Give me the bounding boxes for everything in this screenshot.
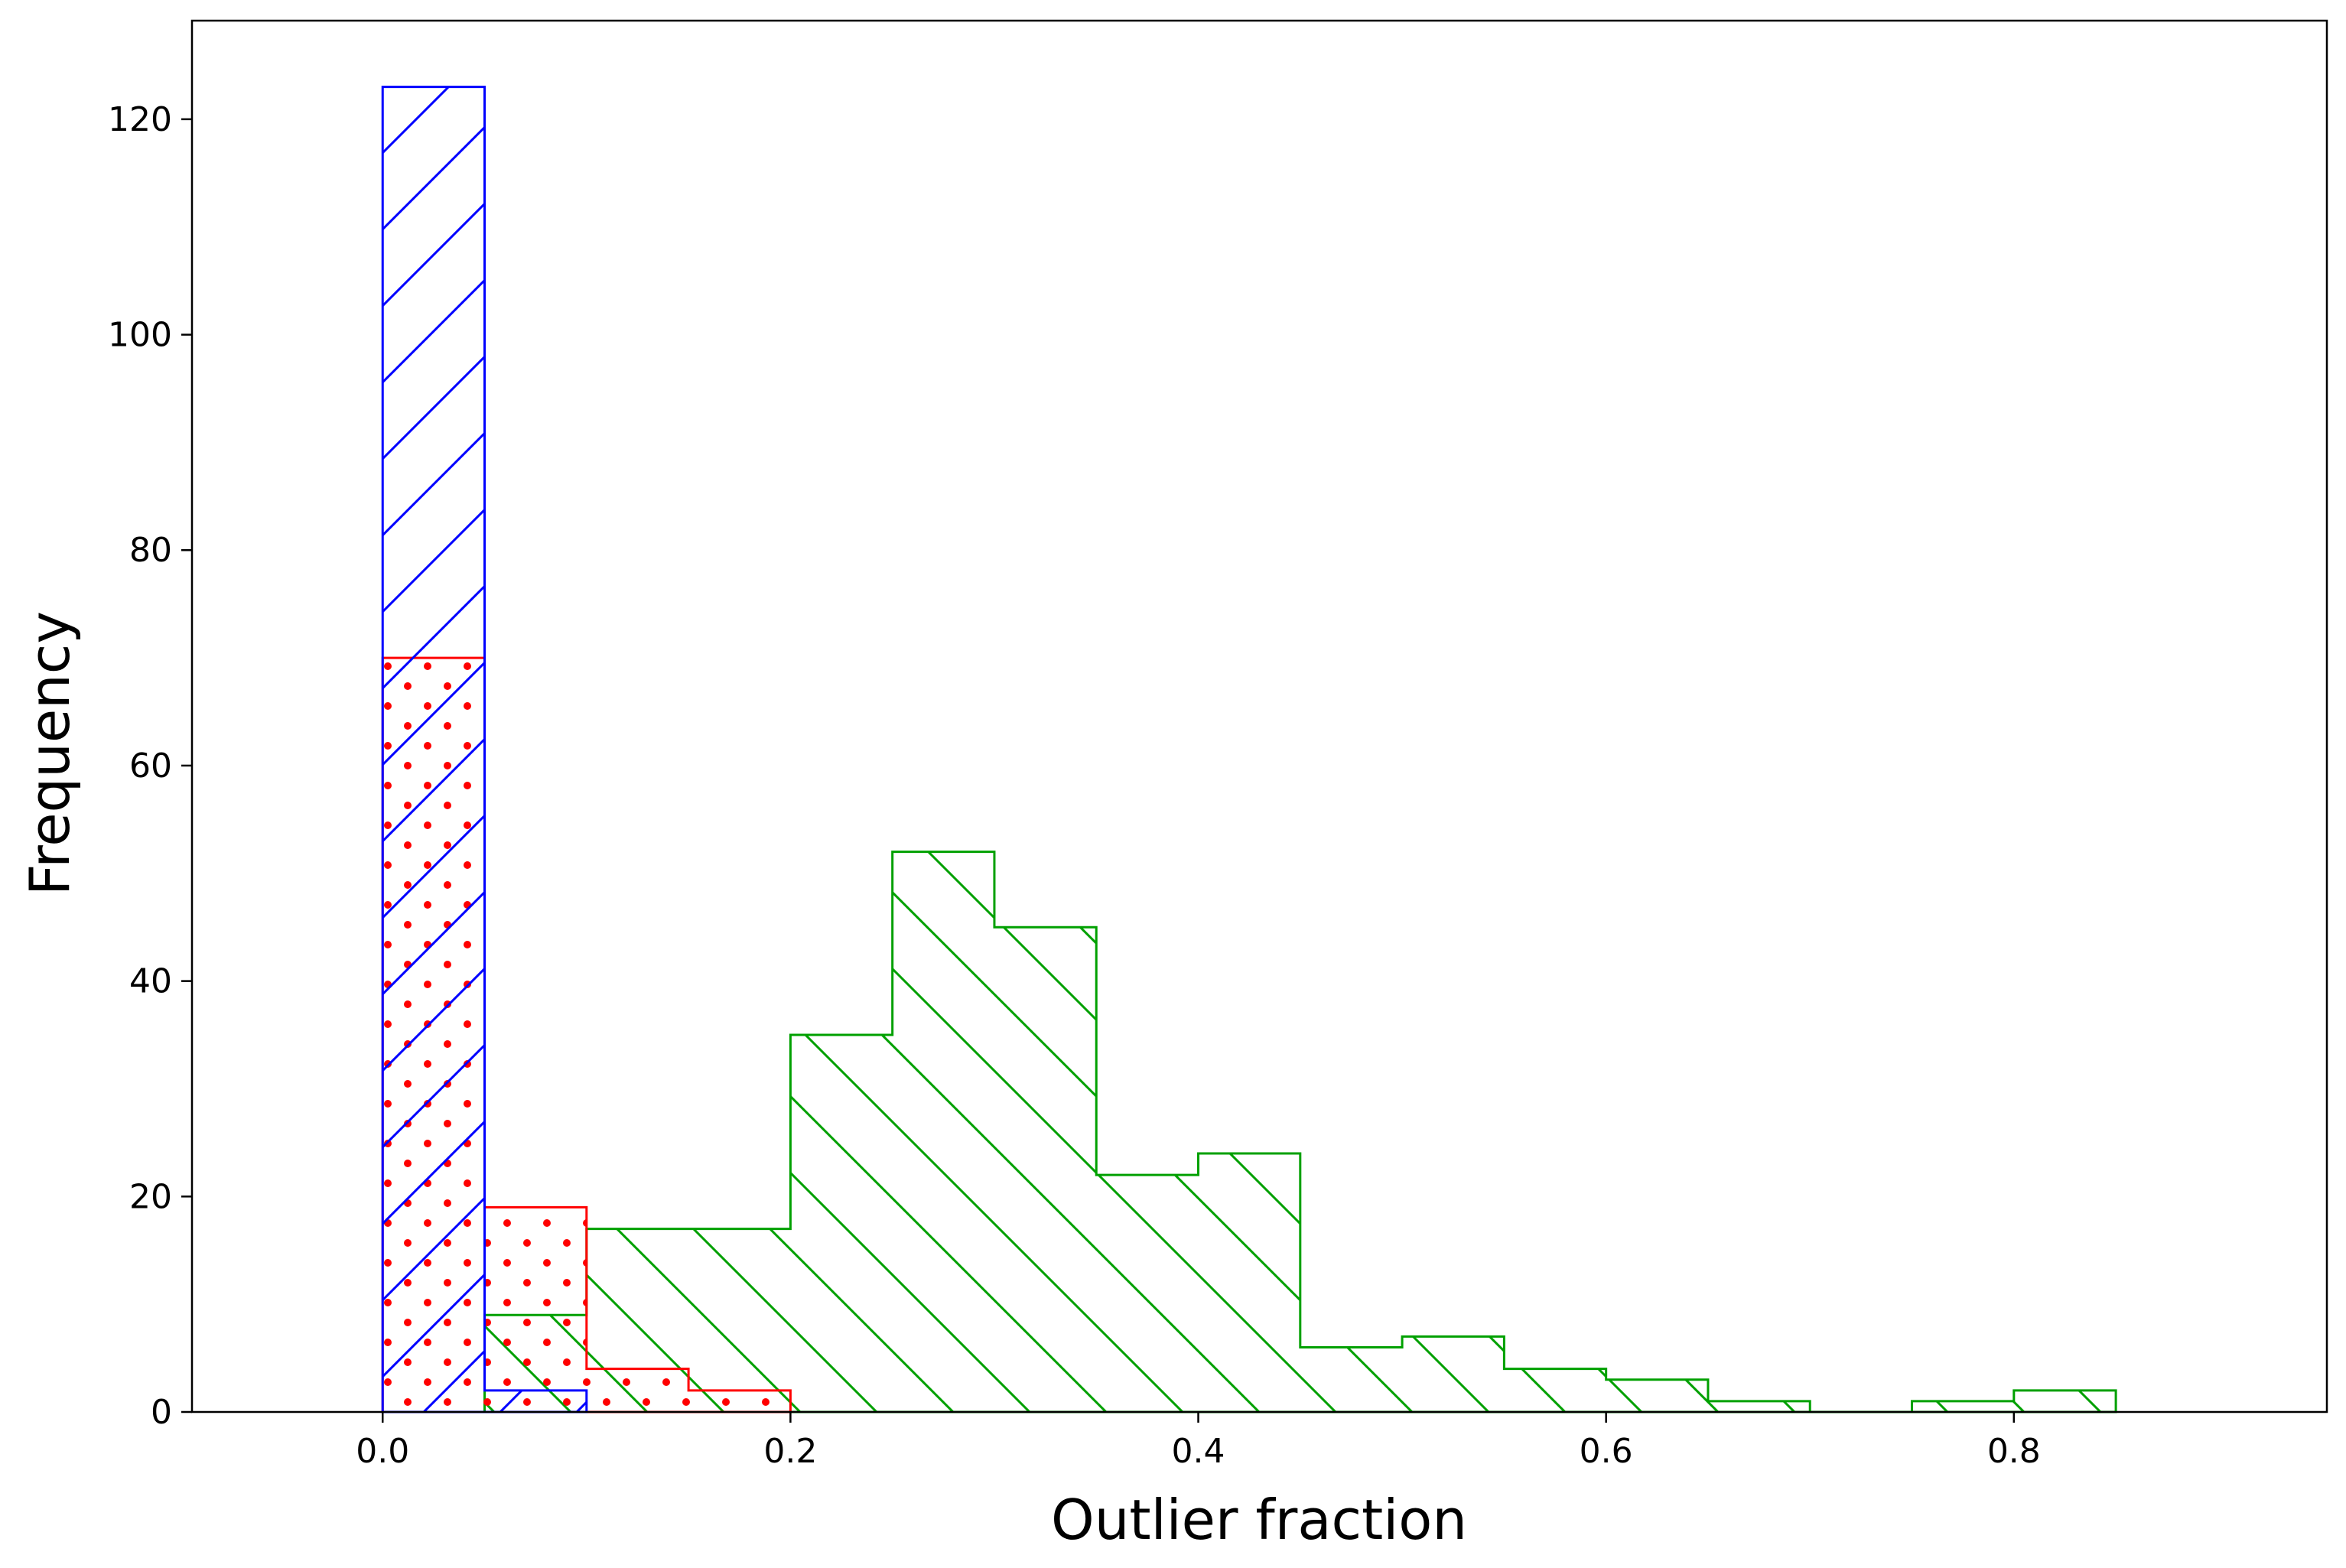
x-tick-label: 0.0: [356, 1432, 409, 1471]
y-axis-label: Frequency: [18, 611, 82, 896]
y-tick-label: 0: [151, 1393, 172, 1432]
y-tick-label: 120: [108, 100, 172, 139]
axes-layer: 0.0 0.2 0.4 0.6 0.8 0 20 40 60 80 100 120: [108, 19, 2328, 1471]
series-layer: [381, 86, 2117, 1413]
histogram-series-0: [382, 851, 2117, 1413]
x-tick-label: 0.4: [1172, 1432, 1225, 1471]
y-tick-label: 100: [108, 316, 172, 355]
y-tick-label: 80: [129, 531, 172, 570]
y-tick-label: 60: [129, 747, 172, 786]
axes-frame: [190, 19, 2328, 1413]
y-tick-label: 20: [129, 1177, 172, 1216]
x-axis-label: Outlier fraction: [1051, 1488, 1467, 1552]
y-tick-label: 40: [129, 962, 172, 1001]
x-tick-label: 0.8: [1987, 1432, 2041, 1471]
x-tick-label: 0.6: [1580, 1432, 1633, 1471]
x-tick-label: 0.2: [763, 1432, 817, 1471]
